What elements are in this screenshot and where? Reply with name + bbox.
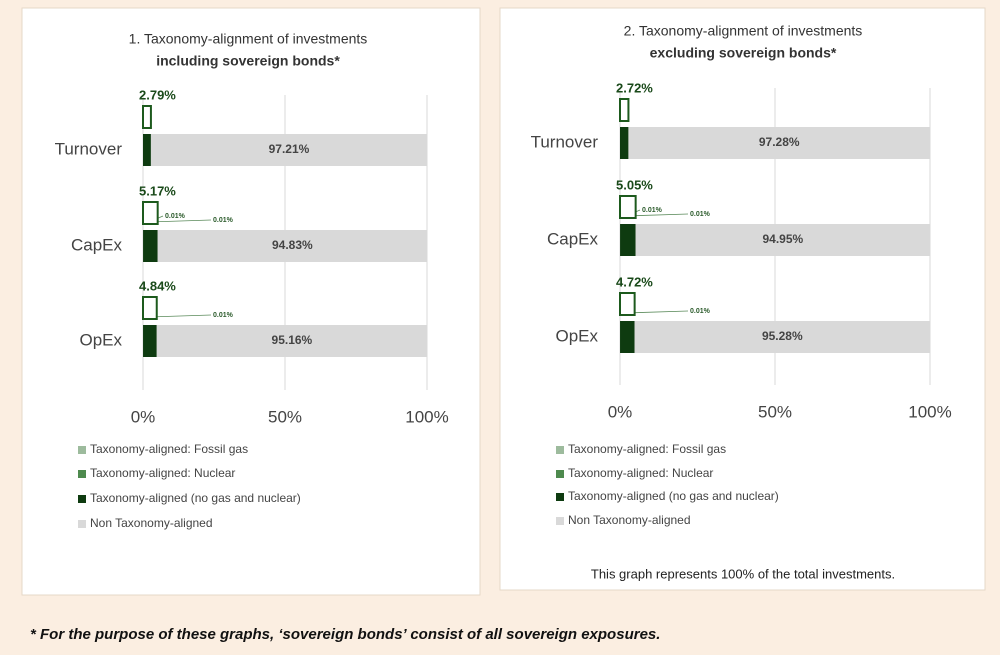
category-label: Turnover [55, 139, 123, 158]
bar-segment [620, 224, 636, 256]
total-label: 4.84% [139, 278, 176, 293]
bar-segment [143, 230, 158, 262]
total-bar [142, 201, 159, 225]
legend-label: Taxonomy-aligned: Fossil gas [568, 442, 726, 456]
value-label: 94.95% [762, 232, 803, 246]
note: This graph represents 100% of the total … [591, 566, 895, 581]
chart-title: 2. Taxonomy-alignment of investments [624, 23, 863, 39]
value-label: 0.01% [690, 308, 711, 315]
bar-segment [620, 321, 635, 353]
footnote: * For the purpose of these graphs, ‘sove… [30, 626, 660, 643]
legend-label: Non Taxonomy-aligned [568, 513, 691, 527]
category-label: CapEx [547, 229, 599, 248]
x-tick-label: 100% [908, 402, 951, 421]
total-label: 2.79% [139, 87, 176, 102]
legend-swatch [556, 470, 564, 478]
value-label: 0.01% [165, 213, 186, 220]
legend-label: Taxonomy-aligned (no gas and nuclear) [90, 491, 301, 505]
leader-line [149, 219, 212, 223]
x-tick-label: 0% [131, 407, 156, 426]
legend-label: Taxonomy-aligned: Nuclear [90, 466, 235, 480]
value-label: 95.28% [762, 329, 803, 343]
chart-title: 1. Taxonomy-alignment of investments [129, 31, 368, 47]
value-label: 0.01% [690, 211, 711, 218]
panel [499, 7, 986, 591]
legend-swatch [556, 517, 564, 525]
value-label: 97.21% [269, 142, 310, 156]
legend-label: Taxonomy-aligned: Nuclear [568, 466, 713, 480]
total-bar [619, 98, 630, 122]
category-label: OpEx [555, 326, 598, 345]
legend-label: Non Taxonomy-aligned [90, 516, 213, 530]
x-tick-label: 100% [405, 407, 448, 426]
value-label: 95.16% [272, 333, 313, 347]
bar-segment [635, 224, 930, 256]
category-label: CapEx [71, 235, 123, 254]
x-tick-label: 0% [608, 402, 633, 421]
legend-swatch [78, 495, 86, 503]
legend-label: Taxonomy-aligned: Fossil gas [90, 442, 248, 456]
total-label: 5.05% [616, 177, 653, 192]
value-label: 94.83% [272, 238, 313, 252]
x-tick-label: 50% [758, 402, 792, 421]
bar-segment [628, 127, 930, 159]
chart-subtitle: excluding sovereign bonds* [650, 45, 837, 61]
value-label: 0.01% [213, 217, 234, 224]
chart-subtitle: including sovereign bonds* [156, 53, 340, 69]
leader-line [625, 310, 689, 314]
bar-segment [156, 325, 427, 357]
bar-segment [150, 134, 428, 166]
legend-swatch [556, 446, 564, 454]
value-label: 97.28% [759, 135, 800, 149]
bar-segment [157, 230, 427, 262]
leader-line [148, 314, 212, 318]
total-bar [619, 292, 636, 316]
bar-segment [634, 321, 930, 353]
total-label: 4.72% [616, 274, 653, 289]
category-label: OpEx [79, 330, 122, 349]
value-label: 0.01% [642, 207, 663, 214]
total-label: 5.17% [139, 183, 176, 198]
legend-swatch [78, 520, 86, 528]
value-label: 0.01% [213, 312, 234, 319]
bar-segment [143, 325, 157, 357]
legend-swatch [556, 493, 564, 501]
x-tick-label: 50% [268, 407, 302, 426]
legend-label: Taxonomy-aligned (no gas and nuclear) [568, 489, 779, 503]
total-label: 2.72% [616, 80, 653, 95]
legend-swatch [78, 470, 86, 478]
total-bar [142, 296, 158, 320]
total-bar [619, 195, 637, 219]
category-label: Turnover [531, 132, 599, 151]
panel [21, 7, 481, 596]
bar-segment [620, 127, 629, 159]
total-bar [142, 105, 152, 129]
bar-segment [143, 134, 151, 166]
legend-swatch [78, 446, 86, 454]
